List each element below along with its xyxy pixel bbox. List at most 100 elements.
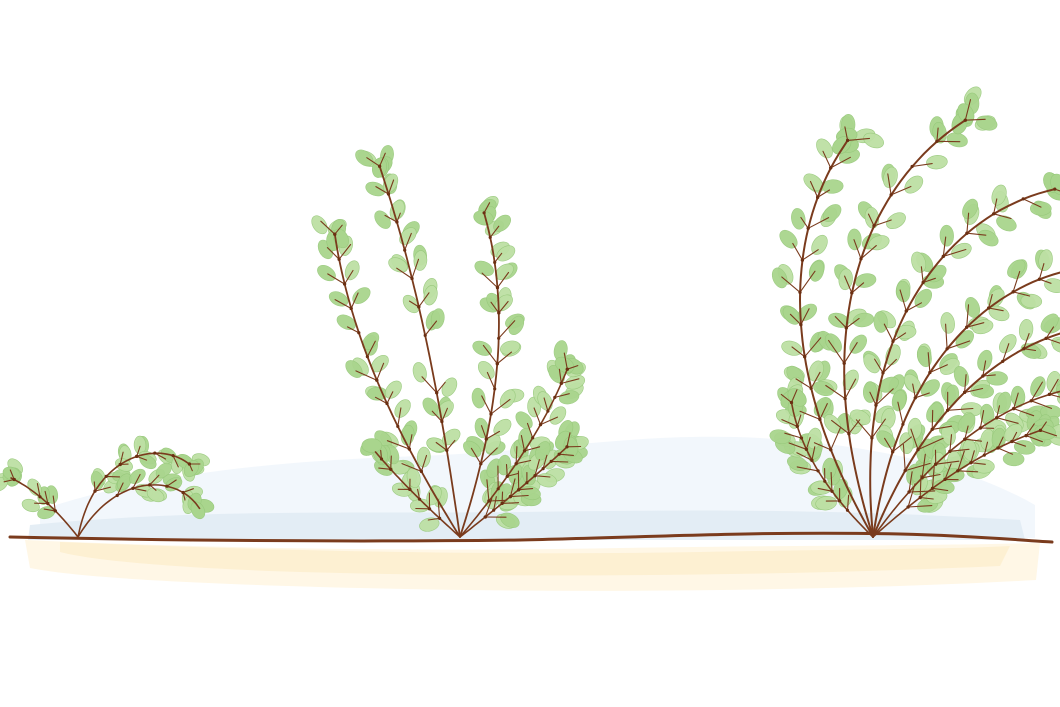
branchlet: [844, 378, 857, 400]
branchlet: [942, 236, 947, 257]
branchlet: [411, 258, 420, 280]
stem-node: [492, 508, 496, 512]
stem-node: [921, 280, 925, 285]
branchlet: [420, 454, 428, 472]
branchlet: [417, 488, 421, 500]
stem-node: [935, 139, 939, 143]
stem-node: [12, 477, 16, 482]
branchlet: [470, 447, 482, 465]
branchlet: [1038, 278, 1052, 284]
stem-node: [1024, 434, 1028, 438]
stem-node: [963, 437, 967, 441]
branchlet: [844, 126, 849, 141]
stem-node: [171, 454, 175, 458]
branchlet: [883, 323, 894, 342]
leaf: [847, 228, 862, 251]
leaf: [891, 389, 907, 412]
branchlet: [518, 488, 534, 491]
leaf: [1055, 383, 1060, 400]
stem-node: [181, 490, 185, 495]
branchlet: [904, 462, 931, 472]
branchlet: [1023, 333, 1030, 350]
stem-node: [482, 211, 486, 215]
stem-node: [1047, 392, 1051, 396]
stem-node: [489, 412, 493, 416]
branchlet: [1012, 270, 1021, 293]
branchlet: [921, 453, 926, 479]
branchlet: [484, 498, 493, 518]
branchlet: [929, 364, 948, 374]
stem-node: [497, 336, 501, 340]
branchlet: [505, 463, 508, 477]
stem-node: [928, 370, 932, 375]
branchlet: [871, 418, 886, 439]
branchlet: [520, 434, 526, 452]
branchlet: [997, 447, 1014, 455]
branchlet: [905, 302, 923, 312]
stem-node: [1044, 336, 1048, 340]
plant-large-nodes: [789, 118, 1057, 512]
branchlet: [1011, 440, 1027, 447]
stem-node: [53, 509, 57, 513]
leaf: [996, 391, 1012, 414]
branchlet: [988, 293, 993, 309]
branchlet: [892, 332, 907, 342]
branchlet: [558, 368, 562, 384]
stem: [378, 165, 461, 538]
stem-node: [850, 291, 854, 295]
branchlet: [566, 365, 579, 370]
branchlet: [1039, 421, 1047, 431]
stem-node: [830, 489, 834, 493]
stem: [869, 188, 1056, 538]
branchlet: [1030, 381, 1043, 402]
stem-node: [816, 469, 820, 473]
branchlet: [846, 494, 850, 511]
branchlet: [912, 383, 916, 399]
branchlet: [482, 344, 498, 365]
leaf: [311, 215, 328, 235]
branchlet: [1023, 348, 1037, 352]
branchlet: [957, 470, 979, 473]
leaf: [863, 132, 884, 149]
stem-node: [1010, 439, 1014, 444]
branchlet: [996, 417, 1019, 424]
stem-node: [965, 325, 969, 329]
branchlet: [384, 214, 398, 223]
stem-node: [403, 248, 407, 252]
branchlet: [378, 467, 392, 470]
stem-node: [349, 306, 353, 311]
leaf: [811, 234, 828, 255]
branchlet: [781, 276, 801, 293]
branchlet: [1030, 400, 1053, 409]
branchlet: [834, 316, 847, 329]
stem-node: [495, 286, 500, 290]
branchlet: [387, 179, 395, 195]
stem-node: [906, 505, 910, 509]
branchlet: [869, 391, 877, 406]
stem-node: [508, 495, 512, 499]
branchlet: [927, 352, 931, 374]
stem-node: [981, 374, 985, 378]
branchlet: [1011, 431, 1018, 443]
stem-node: [795, 424, 799, 428]
branchlet: [936, 127, 939, 142]
stem-node: [479, 462, 483, 466]
branchlet: [558, 453, 574, 456]
branchlet: [498, 320, 516, 339]
leaf: [791, 208, 806, 230]
branchlet: [52, 495, 56, 512]
leaf: [926, 155, 948, 170]
leaf: [852, 312, 875, 328]
branchlet: [498, 300, 509, 314]
stem-node: [965, 231, 969, 235]
stem-node: [982, 453, 986, 457]
leaf: [146, 488, 165, 503]
stem-node: [903, 469, 907, 473]
branchlet: [964, 118, 986, 121]
leaf: [115, 458, 133, 472]
stem-node: [963, 118, 967, 122]
branchlet: [791, 346, 806, 358]
stem-node: [810, 458, 814, 462]
branchlet: [811, 446, 816, 461]
stem-node: [847, 432, 851, 436]
